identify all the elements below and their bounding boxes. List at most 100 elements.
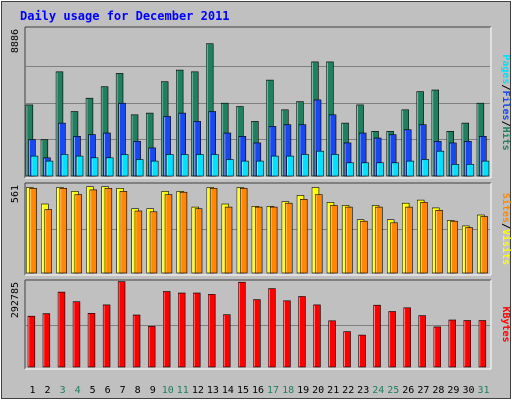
y-max-label: 561: [10, 185, 21, 203]
day-label-29: 29: [447, 385, 459, 396]
bar-pages-day-1: [30, 155, 39, 177]
bar-kbytes-day-8: [132, 314, 141, 368]
day-label-12: 12: [192, 385, 204, 396]
bar-pages-day-28: [436, 150, 445, 177]
bar-kbytes-day-5: [87, 312, 96, 368]
day-label-15: 15: [237, 385, 249, 396]
bar-pages-day-17: [271, 155, 279, 177]
bar-kbytes-day-29: [448, 319, 456, 368]
bar-kbytes-day-21: [328, 320, 336, 368]
bar-kbytes-day-13: [208, 294, 216, 368]
bar-kbytes-day-22: [343, 331, 351, 368]
bar-pages-day-18: [286, 155, 294, 177]
day-label-5: 5: [90, 385, 96, 396]
day-label-8: 8: [135, 385, 141, 396]
day-label-17: 17: [267, 385, 279, 396]
bar-kbytes-day-2: [42, 313, 51, 368]
day-label-26: 26: [402, 385, 414, 396]
day-label-11: 11: [177, 385, 189, 396]
bar-sites-day-7: [119, 191, 128, 274]
day-label-22: 22: [342, 385, 354, 396]
bar-kbytes-day-28: [433, 326, 441, 368]
bar-sites-day-23: [360, 220, 368, 274]
bar-pages-day-27: [421, 159, 429, 177]
bar-pages-day-10: [166, 154, 174, 177]
bar-pages-day-20: [316, 150, 324, 177]
bar-sites-day-19: [300, 199, 308, 274]
bar-sites-day-9: [149, 211, 158, 274]
bar-pages-day-23: [361, 162, 369, 177]
day-label-28: 28: [432, 385, 444, 396]
y-max-label: 292785: [10, 282, 21, 318]
bar-sites-day-1: [29, 188, 37, 274]
bar-kbytes-day-10: [163, 291, 171, 368]
bar-pages-day-26: [406, 160, 414, 177]
legend-separator: /: [500, 223, 511, 229]
bar-sites-day-13: [209, 188, 218, 274]
bar-pages-day-11: [181, 154, 189, 177]
bar-pages-day-21: [331, 154, 339, 177]
bar-kbytes-day-3: [57, 291, 66, 368]
bar-kbytes-day-25: [388, 311, 396, 368]
bar-sites-day-27: [420, 202, 428, 274]
bar-pages-day-30: [466, 164, 475, 177]
day-label-27: 27: [417, 385, 429, 396]
bar-sites-day-4: [74, 194, 83, 274]
day-label-3: 3: [60, 385, 66, 396]
legend-visits: Visits: [500, 229, 512, 265]
bar-pages-day-5: [90, 157, 99, 177]
bar-pages-day-4: [75, 155, 84, 177]
legend-hits: Pages/Files/Hits: [500, 54, 512, 150]
bar-kbytes-day-20: [313, 304, 321, 368]
bar-kbytes-day-14: [223, 314, 231, 368]
bar-pages-day-25: [391, 162, 399, 177]
panel-visits: 561 Sites/Visits: [10, 182, 512, 276]
bar-pages-day-6: [106, 157, 114, 177]
bar-kbytes-day-11: [178, 292, 186, 368]
bar-kbytes-day-31: [478, 320, 487, 368]
bar-kbytes-day-17: [268, 288, 276, 368]
bar-pages-day-7: [121, 154, 129, 177]
bar-kbytes-day-27: [418, 315, 426, 368]
bar-kbytes-day-30: [463, 320, 471, 368]
bar-pages-day-2: [45, 160, 54, 177]
bar-sites-day-30: [465, 227, 473, 274]
legend-files: Files: [500, 90, 512, 120]
day-label-21: 21: [327, 385, 339, 396]
bar-sites-day-11: [179, 191, 188, 274]
bar-kbytes-day-4: [72, 301, 81, 368]
chart-title: Daily usage for December 2011: [20, 9, 230, 23]
bar-pages-day-3: [60, 154, 69, 177]
bar-sites-day-3: [59, 188, 68, 274]
legend-hits: Hits: [500, 127, 512, 151]
day-label-2: 2: [44, 385, 50, 396]
bar-sites-day-5: [89, 189, 98, 274]
day-label-18: 18: [282, 385, 294, 396]
bar-kbytes-day-15: [238, 281, 246, 368]
bar-sites-day-26: [405, 206, 413, 274]
day-label-19: 19: [297, 385, 309, 396]
day-label-7: 7: [120, 385, 126, 396]
bar-sites-day-21: [330, 205, 338, 274]
bar-sites-day-25: [390, 222, 398, 274]
day-label-6: 6: [105, 385, 111, 396]
bar-sites-day-31: [480, 216, 488, 274]
legend-visits: Sites/Visits: [500, 193, 512, 265]
bar-pages-day-14: [226, 159, 234, 177]
bar-pages-day-29: [451, 164, 460, 177]
bar-pages-day-16: [256, 160, 264, 177]
bar-sites-day-16: [255, 206, 263, 274]
bar-kbytes-day-24: [373, 304, 381, 368]
bar-kbytes-day-12: [193, 292, 201, 368]
bar-pages-day-12: [196, 154, 204, 177]
day-label-23: 23: [357, 385, 369, 396]
day-label-13: 13: [207, 385, 219, 396]
day-label-24: 24: [372, 385, 384, 396]
day-label-20: 20: [312, 385, 324, 396]
bar-kbytes-day-19: [298, 296, 306, 368]
bar-pages-day-19: [301, 154, 309, 177]
bar-pages-day-22: [346, 162, 354, 177]
